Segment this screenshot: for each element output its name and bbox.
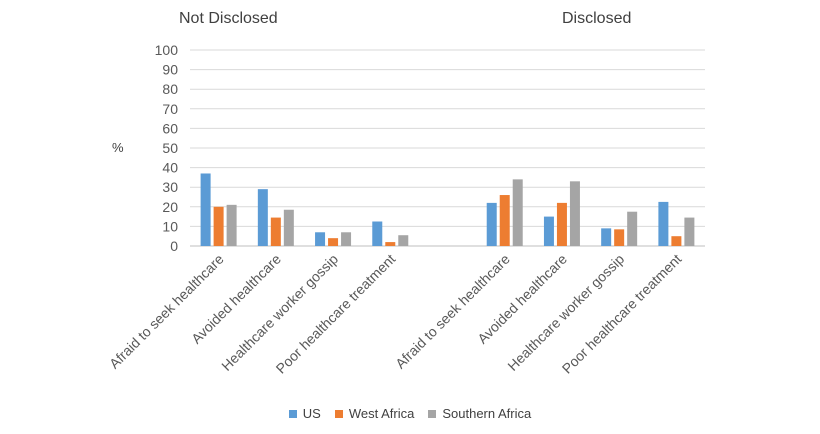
bar — [614, 229, 625, 246]
bar — [328, 238, 339, 246]
bar — [556, 202, 567, 246]
bar — [499, 195, 510, 246]
legend-label-west-africa: West Africa — [348, 406, 415, 421]
bar — [341, 232, 352, 246]
y-tick-label: 20 — [162, 199, 178, 215]
y-tick-label: 40 — [162, 160, 178, 176]
bar — [658, 201, 669, 246]
bar — [601, 228, 612, 246]
bar — [684, 217, 695, 246]
legend-item-southern-africa: Southern Africa — [428, 406, 531, 421]
bar — [315, 232, 326, 246]
bar — [257, 189, 268, 246]
legend-item-west-africa: West Africa — [334, 406, 415, 421]
group-title-not-disclosed: Not Disclosed — [179, 10, 278, 27]
bar — [398, 235, 409, 246]
legend-label-us: US — [302, 406, 321, 421]
x-category-label: Poor healthcare treatment — [273, 251, 399, 377]
y-tick-label: 30 — [162, 179, 178, 195]
bar — [627, 211, 638, 246]
bar — [200, 173, 211, 246]
bar — [486, 202, 497, 246]
bar — [270, 217, 281, 246]
x-category-label: Healthcare worker gossip — [218, 251, 341, 374]
legend: US West Africa Southern Africa — [0, 406, 820, 421]
bar — [512, 179, 523, 246]
y-tick-label: 0 — [170, 238, 178, 254]
bar — [569, 181, 580, 246]
bar — [385, 242, 396, 246]
y-tick-label: 60 — [162, 120, 178, 136]
legend-item-us: US — [288, 406, 321, 421]
y-tick-label: 50 — [162, 140, 178, 156]
x-category-label: Afraid to seek healthcare — [392, 251, 513, 372]
bar — [543, 216, 554, 246]
y-tick-label: 90 — [162, 62, 178, 78]
bar — [283, 209, 294, 246]
x-category-label: Poor healthcare treatment — [559, 251, 685, 377]
y-tick-label: 80 — [162, 81, 178, 97]
bar — [372, 221, 383, 246]
group-title-disclosed: Disclosed — [562, 10, 632, 27]
legend-swatch-west-africa — [334, 409, 343, 418]
bar — [671, 236, 682, 246]
legend-swatch-southern-africa — [428, 409, 437, 418]
legend-label-southern-africa: Southern Africa — [442, 406, 532, 421]
x-category-label: Healthcare worker gossip — [504, 251, 627, 374]
y-tick-label: 70 — [162, 101, 178, 117]
legend-swatch-us — [288, 409, 297, 418]
y-axis-label: % — [112, 140, 124, 155]
x-category-label: Afraid to seek healthcare — [106, 251, 227, 372]
bar — [226, 204, 237, 246]
bar — [213, 206, 224, 246]
y-tick-label: 100 — [155, 42, 179, 58]
y-tick-label: 10 — [162, 218, 178, 234]
